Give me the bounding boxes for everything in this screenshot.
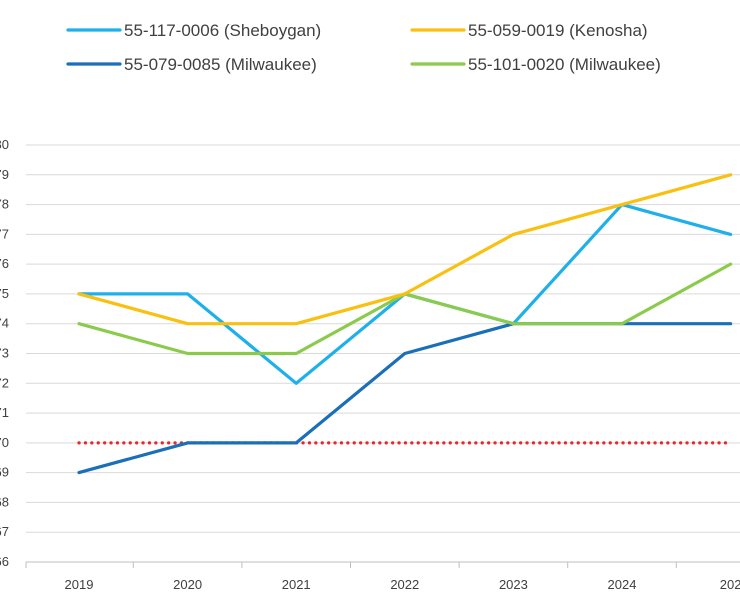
x-tick-label: 2022: [390, 577, 419, 592]
legend-label: 55-101-0020 (Milwaukee): [468, 55, 661, 74]
y-tick-label: 69: [0, 465, 9, 480]
y-tick-label: 79: [0, 167, 9, 182]
y-tick-label: 77: [0, 226, 9, 241]
x-tick-label: 2024: [608, 577, 637, 592]
legend-item: 55-117-0006 (Sheboygan): [66, 21, 321, 40]
legend-item: 55-101-0020 (Milwaukee): [410, 55, 661, 74]
legend: 55-117-0006 (Sheboygan) 55-059-0019 (Keno…: [66, 21, 661, 74]
y-tick-label: 70: [0, 435, 9, 450]
y-tick-label: 66: [0, 554, 9, 569]
y-tick-label: 76: [0, 256, 9, 271]
x-tick-label: 2023: [499, 577, 528, 592]
x-tick-label: 202: [720, 577, 740, 592]
y-tick-label: 71: [0, 405, 9, 420]
x-tick-label: 2019: [65, 577, 94, 592]
y-tick-label: 72: [0, 375, 9, 390]
x-tick-label: 2020: [173, 577, 202, 592]
legend-item: 55-079-0085 (Milwaukee): [66, 55, 317, 74]
x-tick-label: 2021: [282, 577, 311, 592]
y-tick-label: 80: [0, 137, 9, 152]
series-line: [77, 322, 733, 475]
legend-label: 55-079-0085 (Milwaukee): [124, 55, 317, 74]
y-tick-label: 78: [0, 197, 9, 212]
y-tick-label: 67: [0, 524, 9, 539]
y-tick-label: 73: [0, 346, 9, 361]
y-tick-label: 68: [0, 494, 9, 509]
y-tick-label: 74: [0, 316, 9, 331]
legend-label: 55-059-0019 (Kenosha): [468, 21, 648, 40]
series-line: [77, 173, 733, 326]
y-tick-label: 75: [0, 286, 9, 301]
legend-item: 55-059-0019 (Kenosha): [410, 21, 648, 40]
series-line: [77, 262, 733, 356]
legend-label: 55-117-0006 (Sheboygan): [124, 21, 321, 40]
series-lines: [77, 173, 733, 475]
axes: 80 79 78 77 76 75 74 73 72 71 70 69 68 67 66 2019 2020 20…: [0, 137, 740, 592]
